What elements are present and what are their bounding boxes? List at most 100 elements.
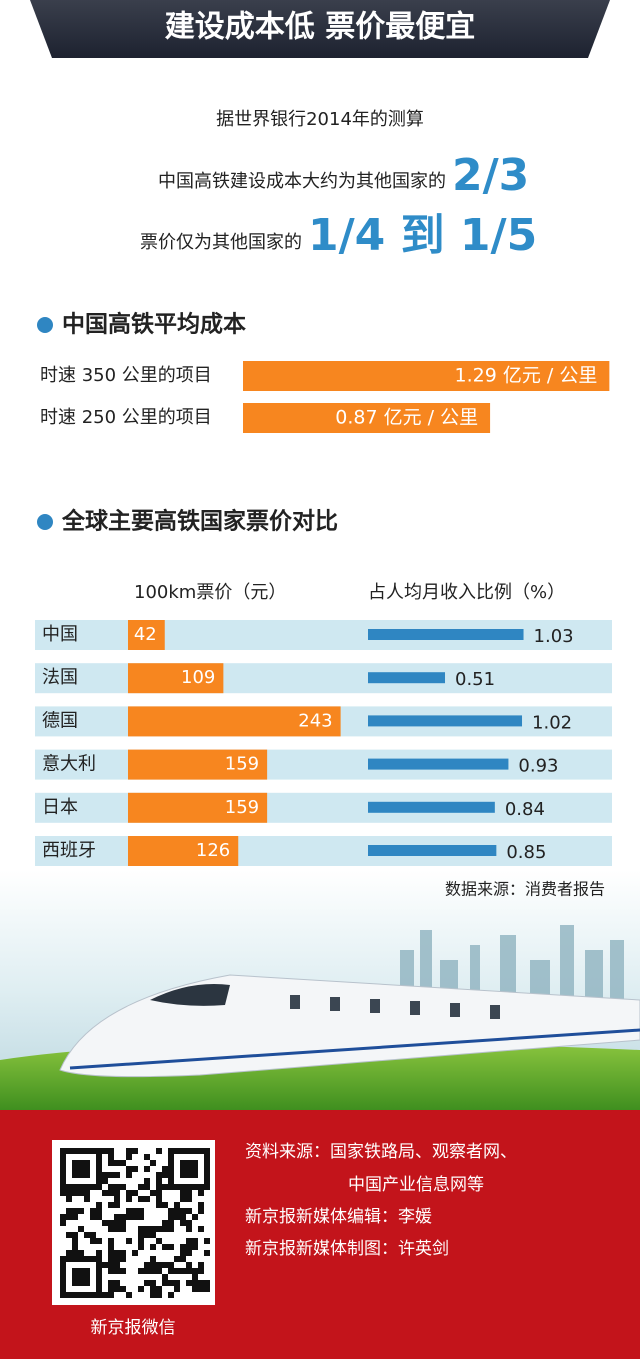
qr-cell bbox=[126, 1148, 132, 1154]
qr-cell bbox=[60, 1292, 66, 1298]
qr-cell bbox=[66, 1208, 72, 1214]
intro-highlight: 2/3 bbox=[452, 150, 529, 201]
value-label: 42 bbox=[134, 624, 157, 645]
qr-cell bbox=[186, 1184, 192, 1190]
qr-cell bbox=[66, 1256, 72, 1262]
value-label: 0.93 bbox=[518, 756, 558, 777]
qr-cell bbox=[126, 1172, 132, 1178]
qr-cell bbox=[162, 1280, 168, 1286]
qr-cell bbox=[96, 1268, 102, 1274]
qr-cell bbox=[186, 1208, 192, 1214]
qr-cell bbox=[102, 1190, 108, 1196]
qr-cell bbox=[198, 1268, 204, 1274]
qr-cell bbox=[192, 1214, 198, 1220]
qr-cell bbox=[168, 1226, 174, 1232]
qr-cell bbox=[108, 1280, 114, 1286]
qr-cell bbox=[174, 1214, 180, 1220]
qr-cell bbox=[138, 1268, 144, 1274]
qr-cell bbox=[96, 1154, 102, 1160]
qr-cell bbox=[90, 1238, 96, 1244]
qr-cell bbox=[180, 1148, 186, 1154]
source-note: 数据来源：消费者报告 bbox=[445, 880, 605, 899]
qr-cell bbox=[60, 1172, 66, 1178]
qr-cell bbox=[204, 1250, 210, 1256]
qr-cell bbox=[192, 1184, 198, 1190]
qr-cell bbox=[60, 1220, 66, 1226]
qr-cell bbox=[90, 1214, 96, 1220]
qr-cell bbox=[72, 1172, 78, 1178]
qr-cell bbox=[78, 1190, 84, 1196]
qr-cell bbox=[168, 1292, 174, 1298]
qr-cell bbox=[126, 1238, 132, 1244]
qr-cell bbox=[78, 1184, 84, 1190]
bar bbox=[368, 629, 524, 640]
qr-cell bbox=[204, 1184, 210, 1190]
qr-cell bbox=[96, 1208, 102, 1214]
qr-cell bbox=[84, 1196, 90, 1202]
qr-cell bbox=[162, 1220, 168, 1226]
legend-entry: 100km票价（元） bbox=[134, 582, 286, 603]
qr-cell bbox=[114, 1214, 120, 1220]
qr-cell bbox=[114, 1184, 120, 1190]
qr-cell bbox=[78, 1256, 84, 1262]
qr-cell bbox=[150, 1244, 156, 1250]
category-label: 时速 350 公里的项目 bbox=[40, 365, 212, 386]
bar bbox=[368, 801, 495, 813]
qr-cell bbox=[150, 1232, 156, 1238]
qr-cell bbox=[162, 1172, 168, 1178]
qr-cell bbox=[102, 1262, 108, 1268]
qr-cell bbox=[162, 1274, 168, 1280]
qr-cell bbox=[60, 1214, 66, 1220]
qr-cell bbox=[150, 1268, 156, 1274]
qr-cell bbox=[162, 1166, 168, 1172]
qr-cell bbox=[198, 1202, 204, 1208]
qr-cell bbox=[114, 1202, 120, 1208]
qr-cell bbox=[90, 1184, 96, 1190]
bar bbox=[128, 836, 239, 866]
qr-cell bbox=[138, 1208, 144, 1214]
qr-cell bbox=[180, 1160, 186, 1166]
qr-cell bbox=[108, 1244, 114, 1250]
qr-cell bbox=[186, 1250, 192, 1256]
qr-cell bbox=[108, 1154, 114, 1160]
qr-cell bbox=[168, 1172, 174, 1178]
qr-cell bbox=[108, 1148, 114, 1154]
qr-cell bbox=[168, 1262, 174, 1268]
qr-cell bbox=[66, 1250, 72, 1256]
qr-cell bbox=[186, 1262, 192, 1268]
qr-cell bbox=[174, 1268, 180, 1274]
qr-cell bbox=[150, 1262, 156, 1268]
qr-cell bbox=[198, 1286, 204, 1292]
qr-cell bbox=[180, 1166, 186, 1172]
qr-cell bbox=[150, 1292, 156, 1298]
qr-cell bbox=[126, 1166, 132, 1172]
qr-cell bbox=[132, 1208, 138, 1214]
qr-cell bbox=[186, 1220, 192, 1226]
qr-cell bbox=[138, 1286, 144, 1292]
qr-cell bbox=[192, 1274, 198, 1280]
qr-cell bbox=[84, 1184, 90, 1190]
value-label: 0.84 bbox=[505, 799, 545, 820]
qr-cell bbox=[114, 1268, 120, 1274]
row-band bbox=[35, 620, 612, 650]
qr-cell bbox=[204, 1160, 210, 1166]
qr-pattern bbox=[60, 1148, 210, 1298]
qr-cell bbox=[60, 1262, 66, 1268]
qr-cell bbox=[174, 1184, 180, 1190]
qr-cell bbox=[204, 1286, 210, 1292]
qr-cell bbox=[66, 1214, 72, 1220]
qr-cell bbox=[114, 1280, 120, 1286]
qr-cell bbox=[174, 1208, 180, 1214]
qr-cell bbox=[198, 1208, 204, 1214]
qr-cell bbox=[120, 1220, 126, 1226]
credit: 新京报新媒体制图：许英剑 bbox=[245, 1239, 449, 1259]
qr-cell bbox=[186, 1244, 192, 1250]
qr-cell bbox=[192, 1286, 198, 1292]
qr-cell bbox=[204, 1238, 210, 1244]
category-label: 日本 bbox=[42, 797, 78, 818]
qr-cell bbox=[60, 1274, 66, 1280]
qr-cell bbox=[162, 1244, 168, 1250]
qr-cell bbox=[66, 1148, 72, 1154]
qr-cell bbox=[72, 1184, 78, 1190]
qr-cell bbox=[60, 1154, 66, 1160]
